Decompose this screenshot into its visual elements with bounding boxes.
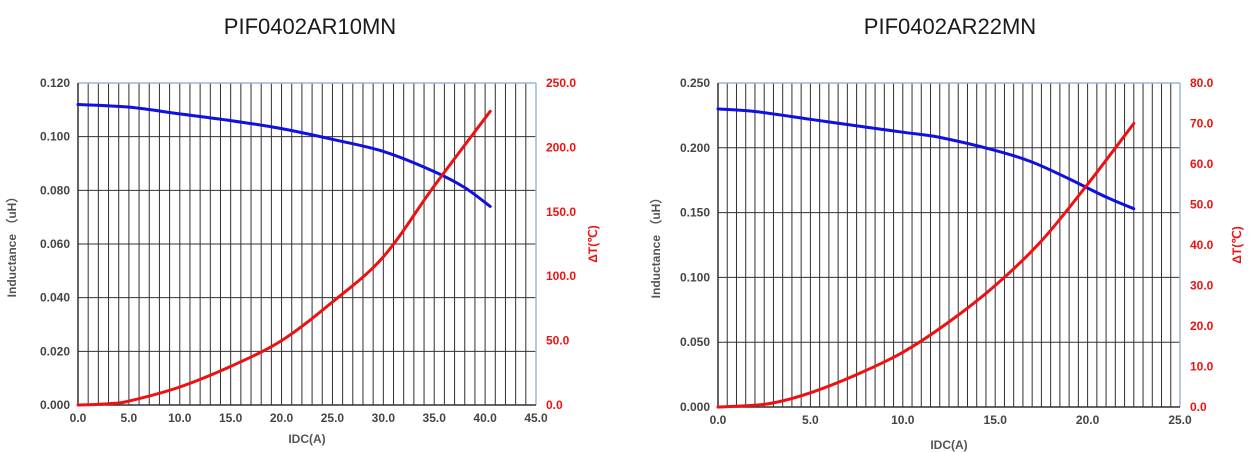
y-tick-label: 0.200: [680, 141, 710, 155]
y-tick-label: 0.120: [40, 76, 70, 90]
y-tick-label: 0.020: [40, 344, 70, 358]
temperature-series-line: [76, 109, 492, 407]
y-tick-label: 0.150: [680, 206, 710, 220]
x-tick-label: 20.0: [270, 411, 294, 425]
chart-1: 0.0 5.0 10.0 15.0 20.0 25.0 30.0 35.0 40.0 45.00.…: [4, 76, 600, 446]
y2-tick-label: 50.0: [546, 334, 570, 348]
y2-tick-label: 40.0: [1190, 238, 1214, 252]
y2-tick-label: 50.0: [1190, 198, 1214, 212]
y2-tick-label: 200.0: [546, 140, 576, 154]
y2-tick-label: 30.0: [1190, 279, 1214, 293]
x-tick-label: 30.0: [372, 411, 396, 425]
x-tick-label: 25.0: [1168, 413, 1192, 427]
y-tick-label: 0.040: [40, 291, 70, 305]
y2-tick-label: 80.0: [1190, 76, 1214, 90]
inductance-series-line: [76, 103, 492, 208]
x-tick-label: 40.0: [473, 411, 497, 425]
y-tick-label: 0.060: [40, 237, 70, 251]
y2-tick-label: 0.0: [1190, 400, 1207, 414]
x-tick-label: 10.0: [891, 413, 915, 427]
x-tick-label: 20.0: [1076, 413, 1100, 427]
y2-axis-label: ΔT(℃): [586, 225, 600, 262]
y-tick-label: 0.050: [680, 335, 710, 349]
x-tick-label: 5.0: [802, 413, 819, 427]
y-tick-label: 0.100: [40, 130, 70, 144]
y2-tick-label: 0.0: [546, 398, 563, 412]
x-axis-label: IDC(A): [288, 432, 325, 446]
x-tick-label: 5.0: [121, 411, 138, 425]
y2-tick-label: 250.0: [546, 76, 576, 90]
x-tick-label: 45.0: [524, 411, 548, 425]
y-tick-label: 0.000: [40, 398, 70, 412]
y2-tick-label: 10.0: [1190, 360, 1214, 374]
temperature-series-line: [716, 122, 1136, 409]
x-tick-label: 25.0: [321, 411, 345, 425]
y2-tick-label: 60.0: [1190, 157, 1214, 171]
inductance-series-line: [716, 107, 1136, 211]
chart-2-title: PIF0402AR22MN: [863, 14, 1037, 39]
chart-1-title: PIF0402AR10MN: [223, 14, 397, 39]
x-tick-label: 0.0: [70, 411, 87, 425]
x-tick-label: 15.0: [984, 413, 1008, 427]
y2-tick-label: 20.0: [1190, 319, 1214, 333]
y-tick-label: 0.250: [680, 76, 710, 90]
x-tick-label: 0.0: [710, 413, 727, 427]
x-axis-label: IDC(A): [930, 438, 967, 452]
y-tick-label: 0.000: [680, 400, 710, 414]
y-axis-label: Inductance （uH）: [648, 192, 663, 299]
y2-tick-label: 100.0: [546, 269, 576, 283]
y-tick-label: 0.080: [40, 183, 70, 197]
chart-2: 0.0 5.0 10.0 15.0 20.0 25.0 0.000 0.050 0.100 0.1…: [648, 76, 1244, 452]
x-tick-label: 35.0: [423, 411, 447, 425]
y2-tick-label: 150.0: [546, 205, 576, 219]
x-tick-label: 15.0: [219, 411, 243, 425]
y-axis-label: Inductance （uH）: [4, 191, 19, 298]
y-tick-label: 0.100: [680, 270, 710, 284]
x-tick-label: 10.0: [168, 411, 192, 425]
y2-tick-label: 70.0: [1190, 117, 1214, 131]
y2-axis-label: ΔT(℃): [1230, 226, 1244, 263]
